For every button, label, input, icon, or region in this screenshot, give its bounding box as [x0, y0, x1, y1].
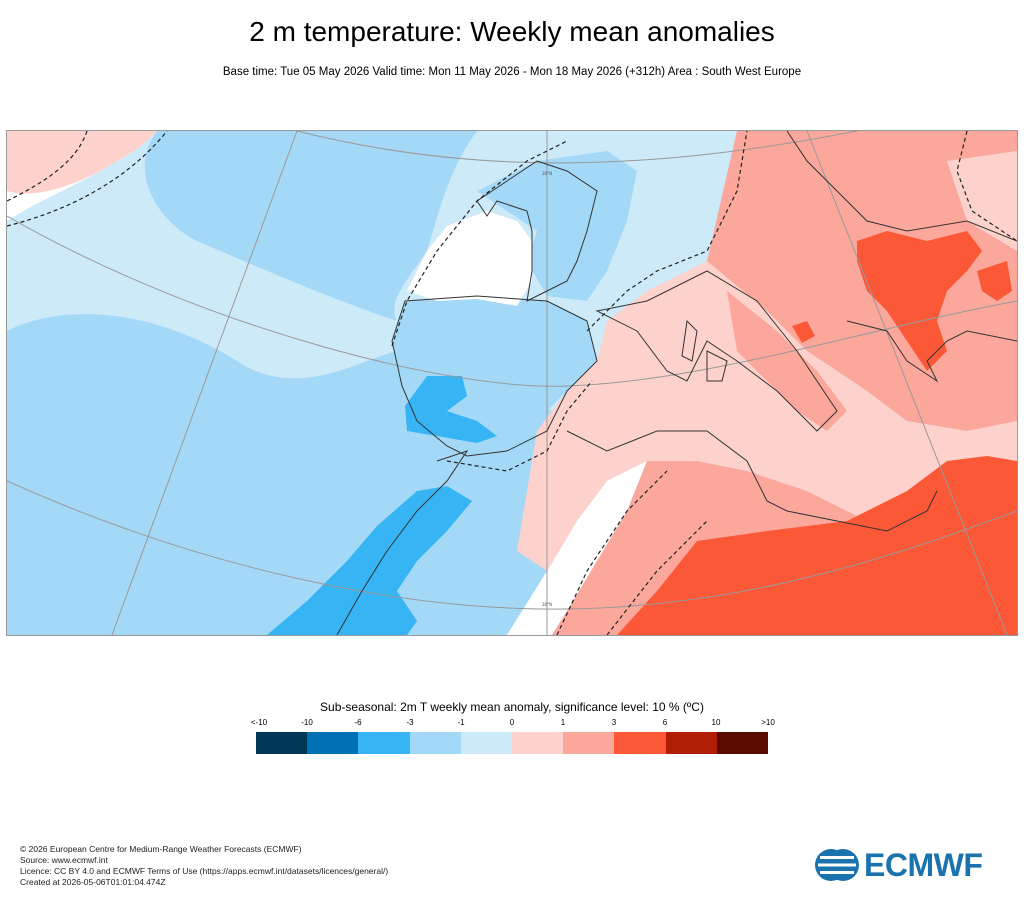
legend-tick: >10: [761, 718, 775, 727]
graticule-label: 30°N: [542, 602, 552, 607]
ecmwf-logo-icon: [815, 849, 859, 881]
anomaly-region-mid-blue-sea: [267, 486, 472, 635]
anomaly-region-red-turkey: [977, 261, 1012, 301]
coastlines: [336, 131, 1017, 635]
anomaly-region-red-africa: [617, 456, 1017, 635]
footer-line: Licence: CC BY 4.0 and ECMWF Terms of Us…: [20, 866, 389, 876]
ecmwf-logo-text: ECMWF: [864, 846, 983, 883]
legend-swatch: [665, 732, 717, 754]
anomaly-region-pale-pink-nw: [7, 131, 157, 194]
legend-swatch: [409, 732, 461, 754]
legend-tick: -6: [354, 718, 362, 727]
footer-line: Source: www.ecmwf.int: [20, 855, 108, 865]
legend-tick: 10: [711, 718, 721, 727]
graticule: [7, 131, 1017, 635]
legend-ticks: <-10 -10 -6 -3 -1 0 1 3 6 10 >10: [232, 718, 792, 730]
footer-line: Created at 2026-05-06T01:01:04.474Z: [20, 877, 166, 887]
legend-tick: 0: [509, 718, 515, 727]
legend-swatch: [460, 732, 513, 754]
legend-tick: -10: [301, 718, 313, 727]
legend-swatch: [563, 732, 615, 754]
anomaly-region-white-sahara: [507, 461, 647, 635]
legend-swatch: [256, 732, 308, 754]
legend-colorbar: [256, 732, 769, 754]
legend-swatch: [716, 732, 769, 754]
legend-tick: -1: [457, 718, 465, 727]
legend-swatch: [614, 732, 666, 754]
legend-tick: 6: [662, 718, 668, 727]
legend-swatch: [307, 732, 359, 754]
anomaly-region-light-blue-north: [144, 131, 477, 321]
legend-tick: 3: [611, 718, 617, 727]
ecmwf-logo: ECMWF: [814, 846, 1004, 883]
legend-swatch: [512, 732, 564, 754]
anomaly-region-red-italy: [792, 321, 815, 343]
significance-contours: [7, 131, 1017, 635]
legend-tick: 1: [560, 718, 566, 727]
chart-subtitle: Base time: Tue 05 May 2026 Valid time: M…: [222, 66, 802, 78]
legend-swatch: [358, 732, 410, 754]
legend-title: Sub-seasonal: 2m T weekly mean anomaly, …: [320, 700, 704, 714]
anomaly-region-mid-blue-iberia: [405, 376, 497, 443]
footer-line: © 2026 European Centre for Medium-Range …: [20, 844, 302, 854]
legend-tick: -3: [406, 718, 414, 727]
footer-credits: © 2026 European Centre for Medium-Range …: [20, 844, 388, 888]
anomaly-region-pale-pink-ne: [947, 151, 1017, 251]
legend-tick: <-10: [250, 718, 268, 727]
map-svg: 30°N 30°N: [7, 131, 1017, 635]
anomaly-region-white-britain: [407, 211, 532, 306]
anomaly-region-red-balkans: [857, 231, 982, 371]
chart-title: 2 m temperature: Weekly mean anomalies: [249, 16, 775, 47]
anomaly-map: 30°N 30°N: [6, 130, 1018, 636]
graticule-label: 30°N: [542, 171, 552, 176]
anomaly-region-light-blue-france: [477, 151, 637, 301]
anomaly-region-salmon-italy: [727, 291, 847, 431]
